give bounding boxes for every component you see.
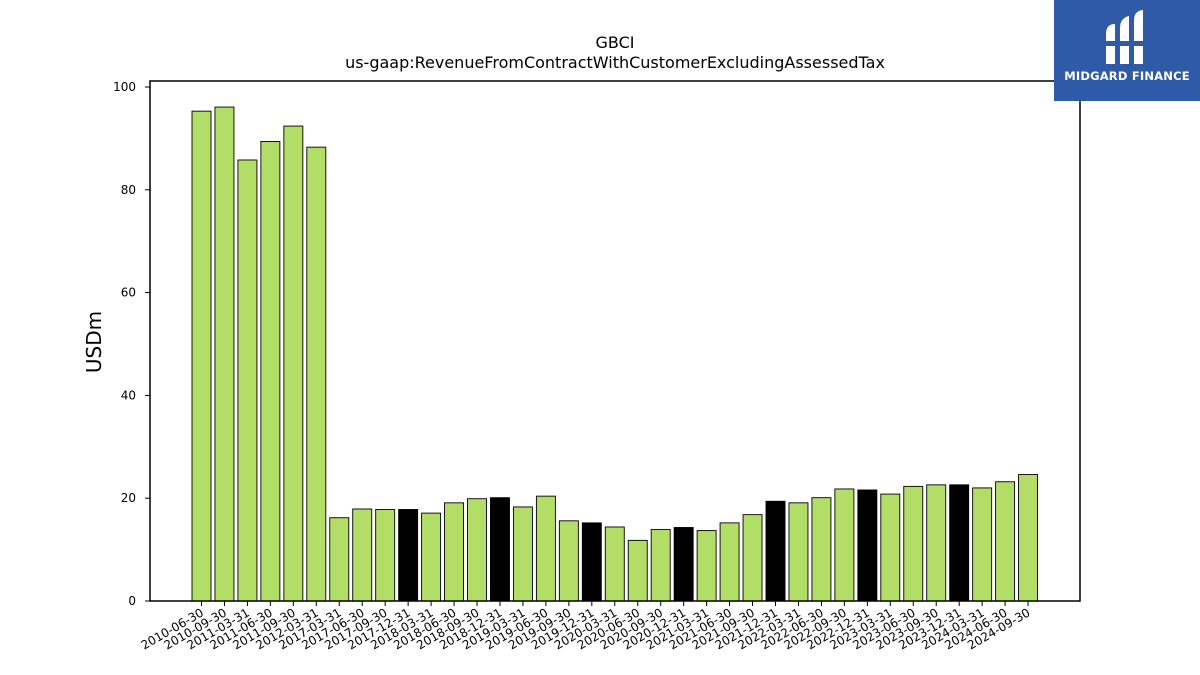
- y-ticks-layer: 0 20 40 60 80 100: [113, 80, 150, 608]
- bar-2022-03-31: [788, 502, 809, 602]
- bar-2023-03-31: [880, 493, 901, 602]
- bar-2018-09-30: [467, 498, 487, 602]
- bar-2022-06-30: [811, 497, 832, 602]
- bar-2010-06-30: [191, 110, 212, 602]
- bar-2018-03-31: [421, 512, 442, 602]
- bar-2021-06-30: [719, 522, 740, 602]
- bar-2021-03-31: [696, 530, 717, 602]
- midgard-logo-icon: [1105, 10, 1145, 64]
- y-tick-label: 80: [121, 183, 136, 197]
- bar-2019-03-31: [512, 506, 533, 602]
- logo-text: MIDGARD FINANCE: [1064, 69, 1190, 83]
- bar-2011-03-31: [237, 159, 258, 602]
- bar-2017-06-30: [352, 508, 373, 602]
- bar-2024-06-30: [995, 481, 1016, 602]
- midgard-finance-logo: MIDGARD FINANCE: [1054, 0, 1200, 101]
- bar-2010-09-30: [214, 106, 235, 602]
- bar-2021-12-31: [765, 500, 786, 602]
- bar-2018-06-30: [444, 502, 465, 602]
- bar-2019-06-30: [535, 495, 556, 602]
- chart-title: GBCI: [596, 33, 635, 52]
- bar-2011-06-30: [260, 141, 281, 602]
- bar-2023-06-30: [903, 485, 924, 602]
- bar-2023-12-31: [949, 484, 970, 602]
- bar-2012-03-31: [306, 146, 327, 602]
- y-tick-label: 100: [113, 80, 136, 94]
- bar-2020-06-30: [627, 539, 648, 602]
- chart-subtitle: us-gaap:RevenueFromContractWithCustomerE…: [345, 53, 885, 72]
- y-tick-label: 20: [121, 491, 136, 505]
- plot-frame: [149, 80, 1081, 602]
- bar-2024-03-31: [972, 487, 993, 602]
- bar-2020-03-31: [604, 526, 625, 602]
- bar-2021-09-30: [742, 514, 763, 602]
- bar-2017-09-30: [375, 509, 396, 602]
- bar-2019-12-31: [581, 522, 602, 602]
- bar-2018-12-31: [490, 497, 510, 602]
- y-tick-label: 40: [121, 388, 136, 402]
- y-tick-label: 0: [128, 594, 136, 608]
- bars-layer: [191, 106, 1039, 602]
- bar-2020-09-30: [650, 529, 671, 602]
- bar-2024-09-30: [1018, 474, 1039, 602]
- bar-2017-12-31: [398, 509, 419, 602]
- y-axis-label: USDm: [82, 311, 106, 373]
- bar-2019-09-30: [558, 520, 579, 602]
- bar-2023-09-30: [926, 484, 947, 602]
- x-ticks-layer: 2010-06-302010-09-302011-03-312011-06-30…: [139, 601, 1033, 652]
- bar-2022-09-30: [834, 488, 855, 602]
- bar-2022-12-31: [857, 489, 878, 602]
- bar-2020-12-31: [673, 527, 694, 602]
- y-tick-label: 60: [121, 286, 136, 300]
- bar-2011-09-30: [283, 125, 304, 602]
- bar-2017-03-31: [329, 517, 350, 602]
